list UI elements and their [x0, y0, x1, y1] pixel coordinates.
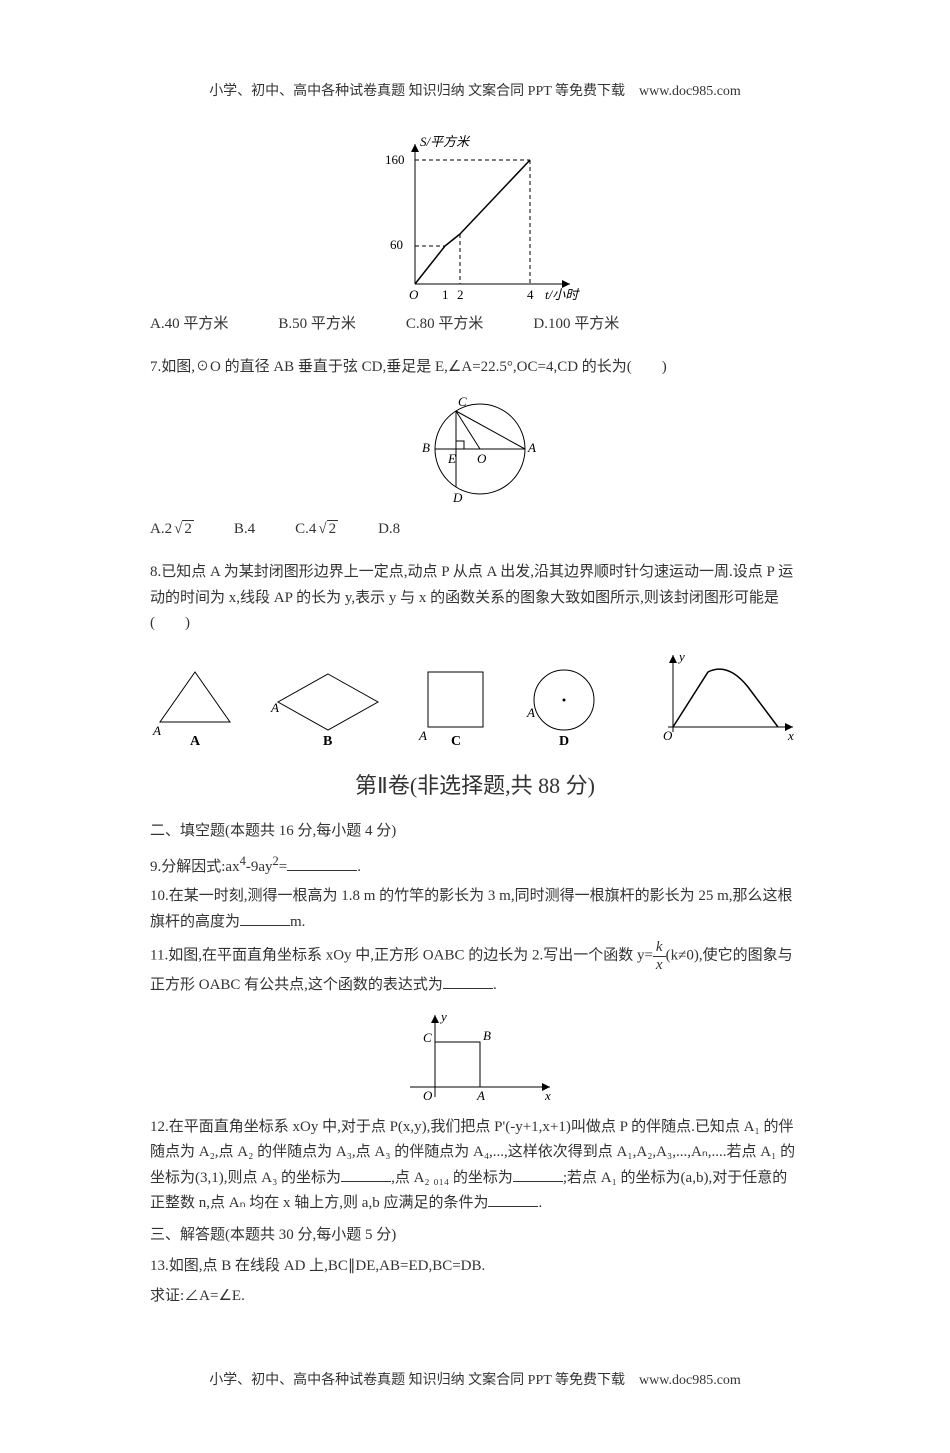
graph-o: O	[663, 728, 673, 743]
q9-mid: -9ay	[246, 859, 273, 875]
page-footer: 小学、初中、高中各种试卷真题 知识归纳 文案合同 PPT 等免费下载 www.d…	[150, 1369, 800, 1393]
x-axis-label: t/小时	[545, 287, 580, 302]
page-header: 小学、初中、高中各种试卷真题 知识归纳 文案合同 PPT 等免费下载 www.d…	[150, 80, 800, 104]
question-10: 10.在某一时刻,测得一根高为 1.8 m 的竹竿的影长为 3 m,同时测得一根…	[150, 884, 800, 935]
sq-y: y	[439, 1009, 447, 1024]
opt-a-rad: 2	[182, 520, 194, 537]
q7-option-a: A.2 2	[150, 517, 194, 543]
q12-end: .	[538, 1195, 542, 1211]
q8-graph: O x y	[653, 647, 800, 747]
solve-title: 三、解答题(本题共 30 分,每小题 5 分)	[150, 1223, 800, 1249]
q10-blank	[240, 910, 290, 926]
opt-a-pre: A.2	[150, 521, 172, 537]
q6-option-b: B.50 平方米	[278, 312, 356, 338]
label-d: D	[452, 490, 463, 505]
q7-option-c: C.4 2	[295, 517, 338, 543]
q9-post: =	[279, 859, 287, 875]
xtick-2: 2	[457, 287, 464, 302]
q9-pre: 9.分解因式:ax	[150, 859, 240, 875]
opt-c-rad: 2	[327, 520, 339, 537]
q11-num: k	[653, 939, 666, 957]
ytick-160: 160	[385, 152, 405, 167]
sq-b: B	[483, 1028, 491, 1043]
shape-d-a-label: A	[526, 705, 535, 720]
q11-den: x	[653, 957, 666, 974]
q6-option-d: D.100 平方米	[533, 312, 619, 338]
shape-a-caption: A	[190, 734, 201, 747]
q8-shape-d: A D	[524, 662, 602, 747]
label-e: E	[447, 451, 456, 466]
opt-c-pre: C.4	[295, 521, 316, 537]
q12-line2: ,点 A₂ ₀₁₄ 的坐标为	[391, 1170, 513, 1186]
q8-figures: A A A B A C A D O x y	[150, 647, 800, 747]
shape-c-a-label: A	[418, 728, 427, 743]
graph-y: y	[677, 649, 685, 664]
label-b: B	[422, 440, 430, 455]
q8-shape-a: A A	[150, 662, 238, 747]
q11-pre: 11.如图,在平面直角坐标系 xOy 中,正方形 OABC 的边长为 2.写出一…	[150, 948, 653, 964]
q6-option-a: A.40 平方米	[150, 312, 228, 338]
q11-blank	[443, 973, 493, 989]
ytick-60: 60	[390, 237, 403, 252]
section-2-title: 第Ⅱ卷(非选择题,共 88 分)	[150, 767, 800, 804]
q8-shape-c: A C	[416, 662, 494, 747]
question-9: 9.分解因式:ax4-9ay2=.	[150, 851, 800, 881]
question-13-l2: 求证:∠A=∠E.	[150, 1284, 800, 1310]
q11-figure: C B O A x y	[150, 1007, 800, 1107]
xtick-1: 1	[442, 287, 449, 302]
question-11: 11.如图,在平面直角坐标系 xOy 中,正方形 OABC 的边长为 2.写出一…	[150, 939, 800, 999]
question-8: 8.已知点 A 为某封闭图形边界上一定点,动点 P 从点 A 出发,沿其边界顺时…	[150, 560, 800, 637]
question-12: 12.在平面直角坐标系 xOy 中,对于点 P(x,y),我们把点 P'(-y+…	[150, 1115, 800, 1217]
sq-a: A	[476, 1088, 485, 1103]
sq-c: C	[423, 1030, 432, 1045]
sq-x: x	[544, 1088, 551, 1103]
label-o: O	[477, 451, 487, 466]
q11-end: .	[493, 977, 497, 993]
shape-b-a-label: A	[270, 700, 279, 715]
q7-options: A.2 2 B.4 C.4 2 D.8	[150, 517, 800, 543]
label-a: A	[527, 440, 536, 455]
q7-option-d: D.8	[378, 517, 400, 543]
question-13-l1: 13.如图,点 B 在线段 AD 上,BC∥DE,AB=ED,BC=DB.	[150, 1254, 800, 1280]
q9-blank	[287, 855, 357, 871]
origin-label: O	[409, 287, 419, 302]
label-c: C	[458, 394, 467, 409]
sq-o: O	[423, 1088, 433, 1103]
y-axis-label: S/平方米	[420, 134, 471, 149]
q6-chart: 160 60 O 1 2 4 S/平方米 t/小时	[150, 134, 800, 304]
q12-blank2	[513, 1166, 563, 1182]
q6-options: A.40 平方米 B.50 平方米 C.80 平方米 D.100 平方米	[150, 312, 800, 338]
xtick-4: 4	[527, 287, 534, 302]
q12-blank3	[488, 1191, 538, 1207]
q7-option-b: B.4	[234, 517, 255, 543]
shape-c-caption: C	[451, 734, 461, 747]
question-7: 7.如图,☉O 的直径 AB 垂直于弦 CD,垂足是 E,∠A=22.5°,OC…	[150, 355, 800, 381]
q9-end: .	[357, 859, 361, 875]
fill-blank-title: 二、填空题(本题共 16 分,每小题 4 分)	[150, 819, 800, 845]
shape-d-caption: D	[559, 734, 569, 747]
graph-x: x	[787, 728, 794, 743]
shape-b-caption: B	[323, 734, 332, 747]
shape-a-label: A	[152, 723, 161, 738]
q6-option-c: C.80 平方米	[406, 312, 484, 338]
q7-figure: C B A D E O	[150, 389, 800, 509]
q10-unit: m.	[290, 914, 305, 930]
q8-shape-b: A B	[268, 662, 386, 747]
q12-blank1	[341, 1166, 391, 1182]
